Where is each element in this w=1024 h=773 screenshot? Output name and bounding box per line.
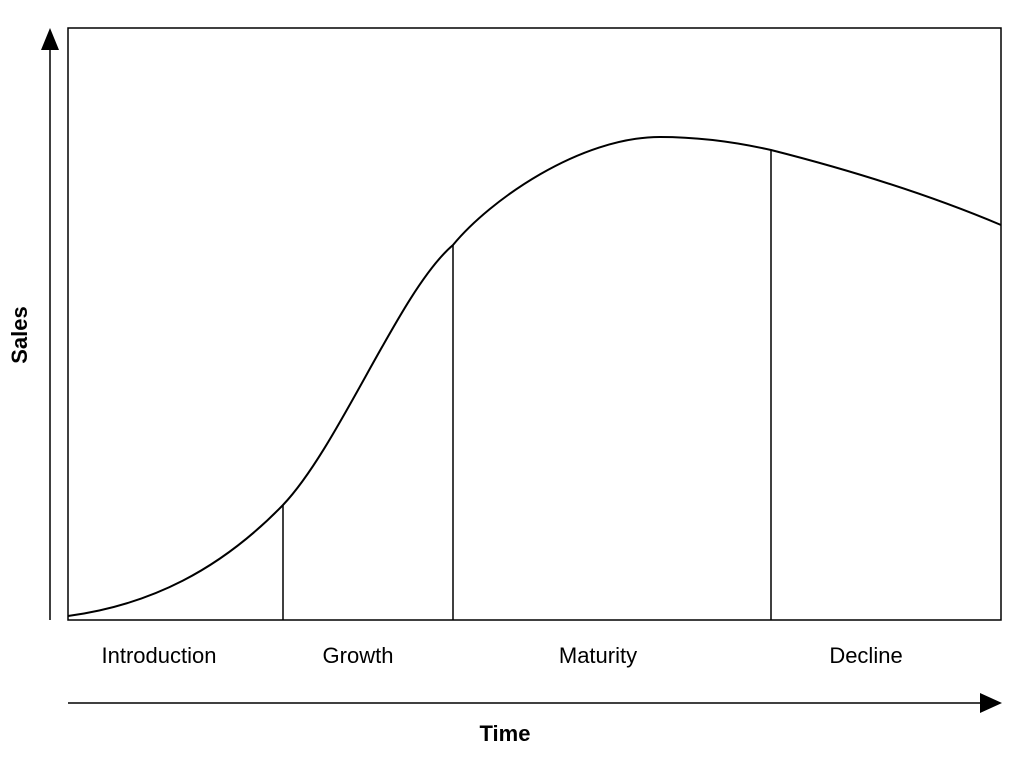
plot-frame [67, 27, 1002, 621]
stage-label: Decline [829, 643, 902, 668]
stage-label: Maturity [559, 643, 637, 668]
stage-label: Introduction [102, 643, 217, 668]
x-axis-label: Time [480, 721, 531, 746]
life-cycle-curve [67, 135, 1002, 617]
stage-label: Growth [323, 643, 394, 668]
y-axis-arrow-head [41, 28, 59, 50]
y-axis-label: Sales [7, 306, 32, 364]
x-axis-arrow-head [980, 693, 1002, 713]
